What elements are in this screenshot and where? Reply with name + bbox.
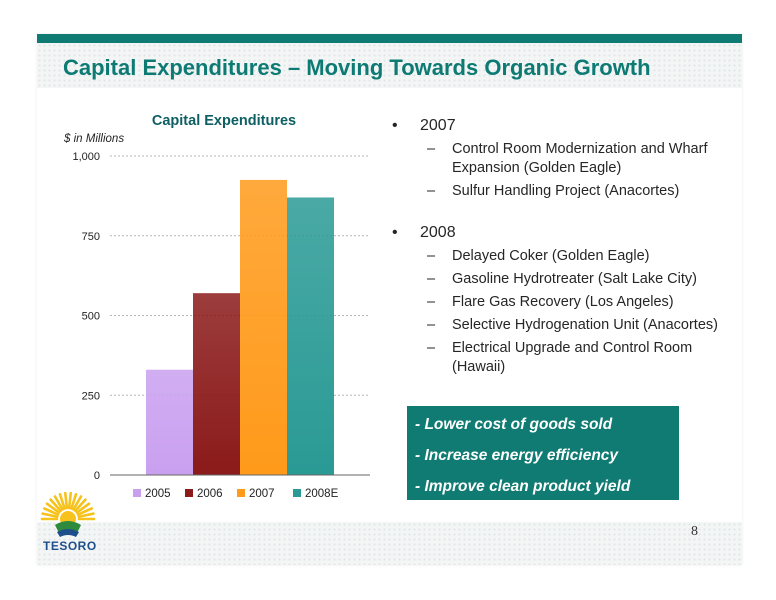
bullet-list: • 2007 – Control Room Modernization and … bbox=[392, 116, 732, 377]
legend-label: 2007 bbox=[249, 488, 275, 500]
legend-swatch bbox=[237, 489, 245, 497]
dash-marker: – bbox=[427, 183, 436, 199]
page-number: 8 bbox=[691, 524, 698, 539]
dash-marker: – bbox=[427, 294, 436, 310]
benefits-callout-box: - Lower cost of goods sold - Increase en… bbox=[407, 406, 679, 500]
tesoro-logo-icon bbox=[40, 492, 96, 537]
sub-bullet: – Selective Hydrogenation Unit (Anacorte… bbox=[392, 316, 732, 335]
sub-bullet-text: Electrical Upgrade and Control Room (Haw… bbox=[452, 340, 693, 375]
y-tick-label: 250 bbox=[82, 390, 100, 402]
callout-line: - Increase energy efficiency bbox=[415, 447, 619, 464]
dash-marker: – bbox=[427, 248, 436, 264]
legend-swatch bbox=[185, 489, 193, 497]
sub-bullet-text: Sulfur Handling Project (Anacortes) bbox=[452, 183, 680, 199]
bullet-2007: • 2007 bbox=[392, 116, 732, 136]
bullet-2008: • 2008 bbox=[392, 223, 732, 243]
top-accent-bar bbox=[37, 34, 742, 43]
slide-title: Capital Expenditures – Moving Towards Or… bbox=[63, 55, 651, 80]
dash-marker: – bbox=[427, 141, 436, 157]
callout-line: - Lower cost of goods sold bbox=[415, 416, 613, 433]
sub-bullet: – Control Room Modernization and Wharf E… bbox=[392, 140, 732, 178]
dash-marker: – bbox=[427, 317, 436, 333]
legend-label: 2005 bbox=[145, 488, 171, 500]
logo-wordmark: TESORO bbox=[43, 539, 97, 553]
sub-bullet-text: Gasoline Hydrotreater (Salt Lake City) bbox=[452, 271, 697, 287]
callout-line: - Improve clean product yield bbox=[415, 478, 631, 495]
y-axis-label: $ in Millions bbox=[63, 133, 124, 145]
bullet-dot: • bbox=[392, 224, 398, 241]
bar-2008e bbox=[287, 197, 334, 475]
sub-bullet: – Flare Gas Recovery (Los Angeles) bbox=[392, 293, 732, 312]
bullet-year-label: 2007 bbox=[420, 117, 456, 134]
bar-2007 bbox=[240, 179, 287, 476]
sub-bullet: – Sulfur Handling Project (Anacortes) bbox=[392, 182, 732, 201]
y-tick-label: 1,000 bbox=[72, 151, 100, 163]
slide: Capital Expenditures – Moving Towards Or… bbox=[37, 34, 742, 565]
y-tick-label: 750 bbox=[82, 231, 100, 243]
y-tick-labels: 0 250 500 750 1,000 bbox=[72, 151, 100, 482]
chart-title: Capital Expenditures bbox=[152, 113, 296, 129]
sub-bullet: – Electrical Upgrade and Control Room (H… bbox=[392, 339, 732, 377]
sub-bullet: – Delayed Coker (Golden Eagle) bbox=[392, 247, 732, 266]
y-tick-label: 0 bbox=[94, 470, 100, 482]
chart-legend: 2005 2006 2007 2008E bbox=[133, 488, 339, 500]
dash-marker: – bbox=[427, 340, 436, 356]
sub-bullet-text: Flare Gas Recovery (Los Angeles) bbox=[452, 294, 674, 310]
bullet-year-label: 2008 bbox=[420, 224, 456, 241]
dash-marker: – bbox=[427, 271, 436, 287]
footer-band bbox=[37, 522, 742, 565]
capex-bar-chart: Capital Expenditures $ in Millions 0 250 5… bbox=[63, 113, 370, 500]
title-band bbox=[37, 43, 742, 88]
legend-swatch bbox=[133, 489, 141, 497]
legend-swatch bbox=[293, 489, 301, 497]
legend-label: 2006 bbox=[197, 488, 223, 500]
bar-2006 bbox=[193, 293, 240, 475]
bars bbox=[146, 179, 334, 476]
bullet-dot: • bbox=[392, 117, 398, 134]
sub-bullet: – Gasoline Hydrotreater (Salt Lake City) bbox=[392, 270, 732, 289]
bar-2005 bbox=[146, 369, 193, 475]
legend-label: 2008E bbox=[305, 488, 339, 500]
sub-bullet-text: Delayed Coker (Golden Eagle) bbox=[452, 248, 650, 264]
sub-bullet-text: Selective Hydrogenation Unit (Anacortes) bbox=[452, 317, 718, 333]
sub-bullet-text: Control Room Modernization and Wharf Exp… bbox=[452, 141, 708, 176]
y-tick-label: 500 bbox=[82, 311, 100, 323]
